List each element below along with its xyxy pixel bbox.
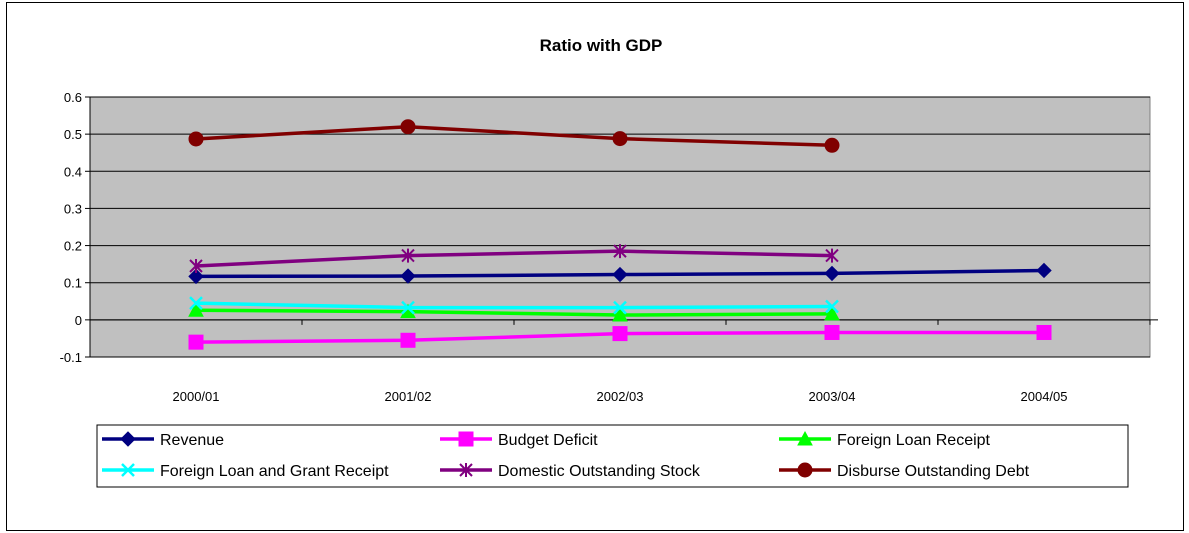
series-foreign-loan-receipt bbox=[188, 302, 840, 322]
data-point bbox=[824, 305, 840, 321]
y-tick-label: -0.1 bbox=[60, 350, 82, 365]
y-tick-label: 0 bbox=[75, 313, 82, 328]
data-point bbox=[188, 334, 204, 350]
series-line bbox=[195, 124, 833, 148]
data-point bbox=[188, 268, 204, 285]
data-point bbox=[613, 244, 627, 259]
series-budget-deficit bbox=[188, 324, 1052, 350]
data-point bbox=[612, 326, 628, 342]
data-point bbox=[189, 296, 203, 311]
legend-item: Revenue bbox=[102, 431, 224, 449]
data-point bbox=[613, 300, 627, 315]
series-line bbox=[195, 308, 833, 317]
legend-item: Disburse Outstanding Debt bbox=[779, 462, 1030, 480]
series-layer bbox=[188, 119, 1052, 350]
legend-marker bbox=[459, 463, 473, 477]
y-tick-label: 0.4 bbox=[64, 164, 82, 179]
series-disburse-outstanding-debt bbox=[188, 119, 840, 153]
data-point bbox=[1036, 324, 1052, 340]
x-tick-label: 2001/02 bbox=[385, 389, 432, 404]
data-point bbox=[824, 265, 840, 282]
legend-item: Foreign Loan and Grant Receipt bbox=[102, 463, 389, 480]
x-tick-label: 2000/01 bbox=[173, 389, 220, 404]
legend-label: Foreign Loan and Grant Receipt bbox=[160, 463, 389, 480]
data-point bbox=[825, 299, 839, 314]
series-domestic-outstanding-stock bbox=[189, 244, 839, 273]
y-tick-label: 0.6 bbox=[64, 90, 82, 105]
legend-box bbox=[96, 424, 1129, 488]
chart-title: Ratio with GDP bbox=[540, 36, 663, 55]
data-point bbox=[824, 137, 840, 153]
legend-label: Domestic Outstanding Stock bbox=[498, 463, 701, 480]
data-point bbox=[400, 268, 416, 284]
data-point bbox=[612, 306, 628, 322]
legend-label: Budget Deficit bbox=[498, 432, 598, 449]
legend-label: Foreign Loan Receipt bbox=[837, 432, 991, 449]
data-point bbox=[824, 324, 840, 340]
legend-marker bbox=[120, 431, 136, 447]
legend-label: Disburse Outstanding Debt bbox=[837, 463, 1030, 480]
y-tick-label: 0.1 bbox=[64, 276, 82, 291]
legend-item: Budget Deficit bbox=[440, 431, 598, 449]
data-point bbox=[189, 259, 203, 273]
data-point bbox=[188, 131, 204, 147]
x-tick-label: 2004/05 bbox=[1021, 389, 1068, 404]
data-point bbox=[401, 300, 415, 315]
series-foreign-loan-and-grant-receipt bbox=[189, 296, 839, 315]
data-point bbox=[825, 248, 839, 263]
data-point bbox=[1036, 262, 1052, 279]
series-line bbox=[195, 249, 833, 268]
legend-marker bbox=[797, 430, 813, 446]
y-tick-label: 0.2 bbox=[64, 239, 82, 254]
series-line bbox=[195, 301, 833, 310]
data-point bbox=[400, 119, 416, 135]
legend: Revenue Budget Deficit Foreign Loan Receip… bbox=[96, 424, 1129, 488]
legend-marker bbox=[458, 431, 474, 447]
data-point bbox=[188, 302, 204, 317]
y-tick-label: 0.5 bbox=[64, 127, 82, 142]
x-tick-label: 2002/03 bbox=[597, 389, 644, 404]
y-tick-label: 0.3 bbox=[64, 201, 82, 216]
legend-item: Foreign Loan Receipt bbox=[779, 430, 991, 449]
axes: 0.6 0.5 0.4 0.3 0.2 0.1 0 -0.1 2000/01 2001/02 200… bbox=[60, 90, 1158, 404]
legend-label: Revenue bbox=[160, 432, 224, 449]
legend-item: Domestic Outstanding Stock bbox=[440, 463, 701, 480]
x-tick-label: 2003/04 bbox=[809, 389, 856, 404]
chart-svg: Ratio with GDP 0.6 0.5 0.4 0.3 0.2 0.1 0 -0.1 20… bbox=[60, 36, 1158, 488]
data-point bbox=[612, 131, 628, 147]
series-revenue bbox=[188, 262, 1052, 285]
data-point bbox=[612, 266, 628, 283]
data-point bbox=[400, 332, 416, 348]
chart-area: Ratio with GDP 0.6 0.5 0.4 0.3 0.2 0.1 0 -0.1 20… bbox=[6, 2, 1184, 531]
legend-marker bbox=[797, 462, 813, 478]
data-point bbox=[401, 248, 415, 263]
legend-marker bbox=[121, 463, 135, 477]
